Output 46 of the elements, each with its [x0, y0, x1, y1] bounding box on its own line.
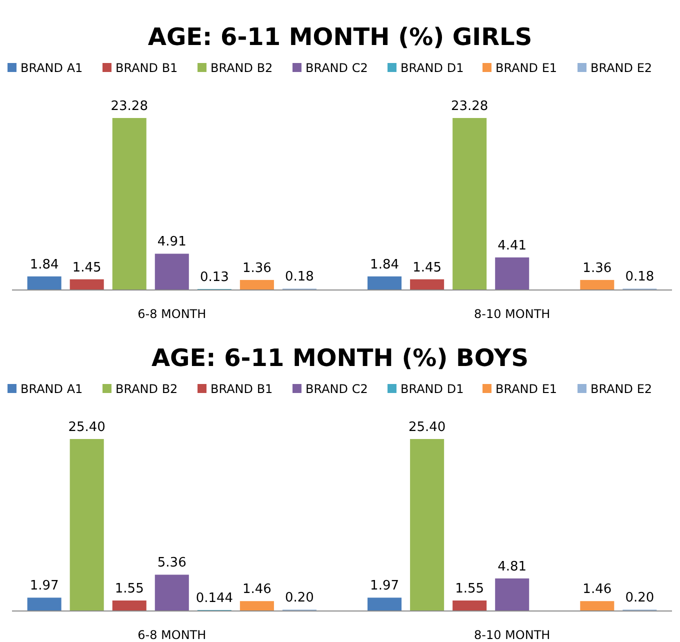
data-label: 4.41: [498, 238, 527, 254]
data-label: 0.144: [196, 591, 234, 606]
data-label: 4.81: [498, 559, 527, 574]
legend-label: BRAND B1: [210, 382, 273, 396]
data-label: 1.55: [114, 582, 144, 597]
data-label: 1.36: [242, 260, 272, 276]
data-label: 23.28: [110, 99, 148, 114]
legend-label: BRAND C2: [306, 61, 368, 75]
data-label: 1.84: [370, 257, 399, 272]
legend-label: BRAND E1: [496, 61, 558, 75]
data-label: 25.40: [68, 420, 106, 435]
legend-label: BRAND C2: [306, 382, 368, 396]
data-label: 4.91: [157, 234, 186, 250]
data-label: 0.18: [625, 270, 654, 285]
chart-title: AGE: 6-11 MONTH (%) BOYS: [151, 344, 529, 372]
legend-label: BRAND B2: [116, 382, 178, 396]
data-label: 1.97: [30, 578, 59, 594]
legend-label: BRAND B1: [116, 61, 178, 75]
data-label: 5.36: [157, 556, 186, 571]
x-tick-label: 8-10 MONTH: [474, 628, 550, 642]
data-label: 1.55: [455, 582, 484, 597]
legend-label: BRAND A1: [20, 61, 83, 75]
data-label: 23.28: [450, 99, 488, 114]
legend-label: BRAND E2: [590, 61, 652, 75]
data-label: 1.36: [582, 260, 612, 276]
data-label: 0.13: [200, 270, 229, 286]
legend-label: BRAND B2: [210, 61, 273, 75]
legend-label: BRAND E2: [590, 382, 652, 396]
data-label: 25.40: [408, 420, 446, 435]
data-label: 1.46: [242, 582, 272, 598]
data-label: 1.46: [582, 582, 612, 598]
legend-label: BRAND D1: [400, 61, 464, 75]
legend-label: BRAND E1: [496, 382, 558, 396]
legend-label: BRAND A1: [20, 382, 83, 396]
x-tick-label: 6-8 MONTH: [138, 628, 206, 642]
data-label: 1.45: [412, 260, 442, 276]
data-label: 0.20: [285, 590, 314, 606]
data-label: 1.97: [370, 578, 399, 594]
data-label: 0.20: [625, 590, 654, 606]
chart-title: AGE: 6-11 MONTH (%) GIRLS: [148, 23, 532, 51]
data-label: 0.18: [285, 270, 314, 285]
data-label: 1.45: [72, 260, 102, 276]
x-tick-label: 6-8 MONTH: [138, 307, 206, 321]
x-tick-label: 8-10 MONTH: [474, 307, 550, 321]
legend-label: BRAND D1: [400, 382, 464, 396]
data-label: 1.84: [30, 257, 59, 272]
